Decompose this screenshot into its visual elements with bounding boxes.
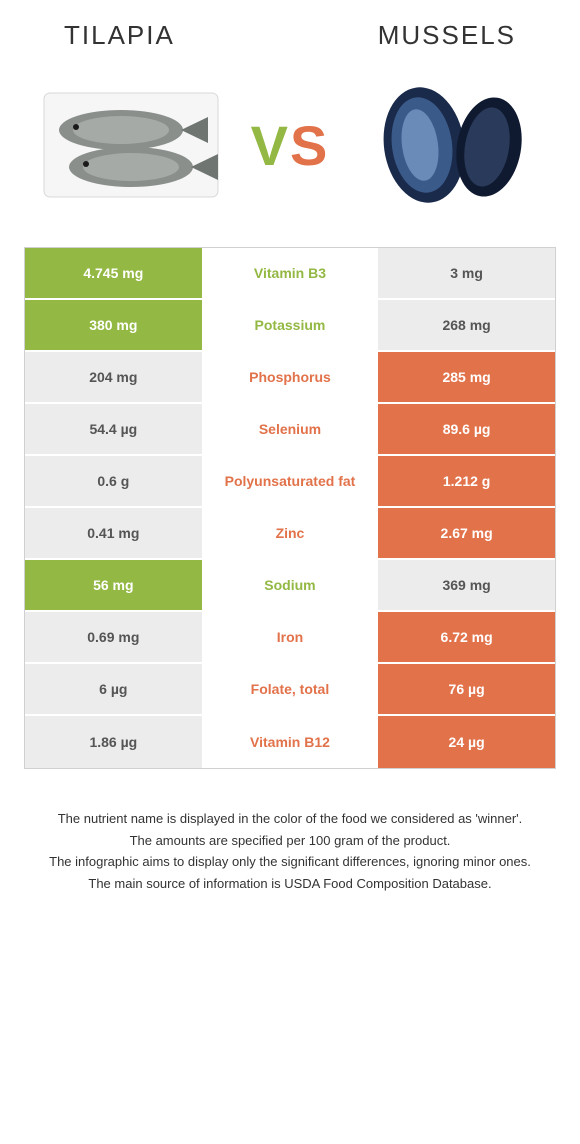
tilapia-image (36, 75, 226, 215)
cell-right-value: 285 mg (378, 352, 555, 402)
cell-left-value: 0.69 mg (25, 612, 202, 662)
cell-nutrient: Polyunsaturated fat (202, 456, 379, 506)
cell-left-value: 4.745 mg (25, 248, 202, 298)
cell-right-value: 76 µg (378, 664, 555, 714)
table-row: 0.6 gPolyunsaturated fat1.212 g (25, 456, 555, 508)
cell-right-value: 2.67 mg (378, 508, 555, 558)
table-row: 204 mgPhosphorus285 mg (25, 352, 555, 404)
cell-nutrient: Vitamin B12 (202, 716, 379, 768)
cell-nutrient: Phosphorus (202, 352, 379, 402)
table-row: 0.41 mgZinc2.67 mg (25, 508, 555, 560)
cell-left-value: 1.86 µg (25, 716, 202, 768)
cell-nutrient: Vitamin B3 (202, 248, 379, 298)
table-row: 1.86 µgVitamin B1224 µg (25, 716, 555, 768)
vs-s: S (290, 114, 329, 177)
table-row: 54.4 µgSelenium89.6 µg (25, 404, 555, 456)
cell-right-value: 89.6 µg (378, 404, 555, 454)
cell-nutrient: Iron (202, 612, 379, 662)
cell-right-value: 268 mg (378, 300, 555, 350)
title-left: Tilapia (64, 20, 175, 51)
cell-nutrient: Potassium (202, 300, 379, 350)
table-row: 380 mgPotassium268 mg (25, 300, 555, 352)
table-row: 0.69 mgIron6.72 mg (25, 612, 555, 664)
cell-left-value: 0.41 mg (25, 508, 202, 558)
cell-nutrient: Sodium (202, 560, 379, 610)
vs-v: V (251, 114, 290, 177)
header: Tilapia Mussels (24, 20, 556, 51)
table-row: 4.745 mgVitamin B33 mg (25, 248, 555, 300)
cell-left-value: 6 µg (25, 664, 202, 714)
cell-right-value: 24 µg (378, 716, 555, 768)
cell-left-value: 0.6 g (25, 456, 202, 506)
cell-right-value: 1.212 g (378, 456, 555, 506)
mussels-image (354, 75, 544, 215)
vs-label: VS (251, 113, 330, 178)
images-row: VS (24, 75, 556, 215)
table-row: 6 µgFolate, total76 µg (25, 664, 555, 716)
cell-left-value: 204 mg (25, 352, 202, 402)
cell-nutrient: Zinc (202, 508, 379, 558)
cell-left-value: 380 mg (25, 300, 202, 350)
footnote-line: The nutrient name is displayed in the co… (34, 809, 546, 829)
footnote-line: The infographic aims to display only the… (34, 852, 546, 872)
cell-nutrient: Selenium (202, 404, 379, 454)
title-right: Mussels (378, 20, 516, 51)
footnote-line: The main source of information is USDA F… (34, 874, 546, 894)
comparison-table: 4.745 mgVitamin B33 mg380 mgPotassium268… (24, 247, 556, 769)
cell-right-value: 6.72 mg (378, 612, 555, 662)
table-row: 56 mgSodium369 mg (25, 560, 555, 612)
cell-left-value: 54.4 µg (25, 404, 202, 454)
footnote-line: The amounts are specified per 100 gram o… (34, 831, 546, 851)
cell-left-value: 56 mg (25, 560, 202, 610)
footnotes: The nutrient name is displayed in the co… (24, 809, 556, 893)
cell-right-value: 3 mg (378, 248, 555, 298)
cell-right-value: 369 mg (378, 560, 555, 610)
cell-nutrient: Folate, total (202, 664, 379, 714)
